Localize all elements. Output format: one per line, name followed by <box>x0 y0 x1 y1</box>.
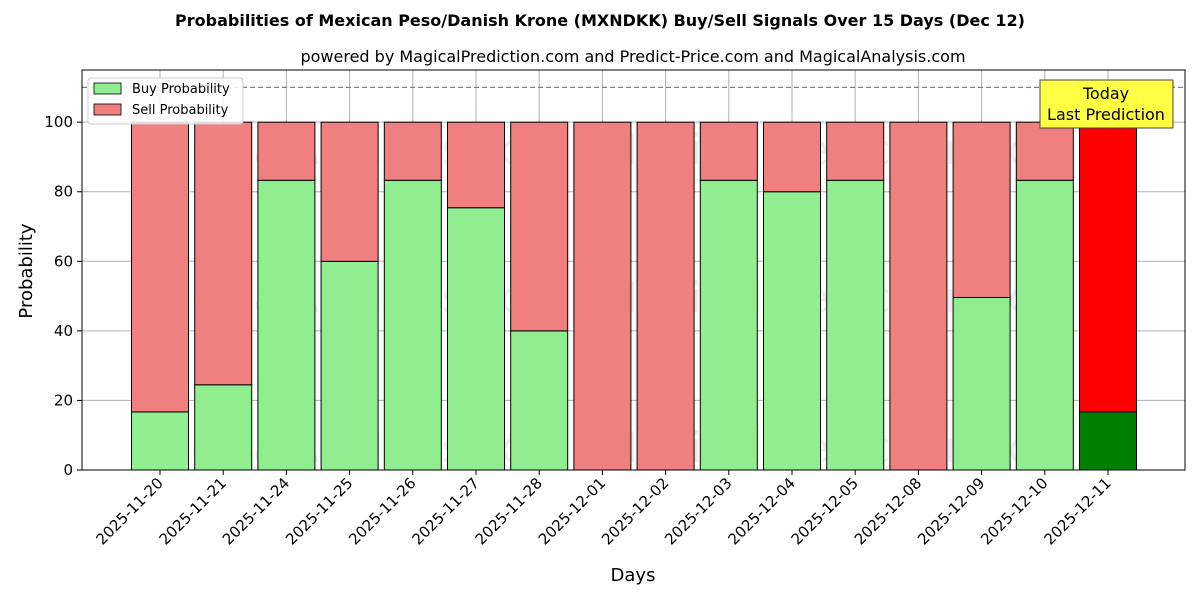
y-axis-ticks: 0 20 40 60 80 100 <box>44 113 82 479</box>
bar-buy <box>510 330 569 471</box>
bar-sell <box>510 121 569 332</box>
bar-sell <box>699 121 758 181</box>
legend-label-sell: Sell Probability <box>132 103 229 118</box>
x-tick-label: 2025-12-10 <box>977 474 1051 548</box>
legend-swatch-buy <box>93 82 122 95</box>
x-tick-label: 2025-12-09 <box>914 474 988 548</box>
plot-frame <box>81 69 1186 471</box>
x-tick-label: 2025-11-28 <box>472 474 546 548</box>
x-tick-label: 2025-11-25 <box>282 474 356 548</box>
x-tick-label: 2025-12-05 <box>788 474 862 548</box>
legend-swatch-sell <box>93 103 122 116</box>
bar-buy <box>447 207 505 471</box>
x-tick-label: 2025-11-20 <box>92 474 166 548</box>
bar-buy <box>1015 179 1074 471</box>
y-tick-label: 60 <box>54 252 73 270</box>
annotation-line-2: Last Prediction <box>1047 105 1165 124</box>
bar-sell <box>763 121 821 193</box>
x-tick-label: 2025-11-26 <box>345 474 419 548</box>
bar-buy <box>1079 411 1137 471</box>
bar-sell <box>952 121 1011 298</box>
bar-sell <box>826 121 885 181</box>
chart-title: Probabilities of Mexican Peso/Danish Kro… <box>175 11 1025 30</box>
bar-sell <box>1079 121 1137 413</box>
bar-buy <box>699 179 758 471</box>
bar-buy <box>763 191 821 471</box>
x-tick-label: 2025-11-24 <box>219 474 293 548</box>
y-tick-label: 40 <box>54 322 73 340</box>
bar-sell <box>889 121 948 471</box>
bar-sell <box>257 121 316 181</box>
bar-buy <box>826 179 885 471</box>
bar-buy <box>320 260 379 471</box>
y-tick-label: 100 <box>44 113 73 131</box>
annotation-box <box>1039 79 1174 129</box>
legend-label-buy: Buy Probability <box>132 82 230 97</box>
x-tick-label: 2025-12-01 <box>535 474 609 548</box>
bar-sell <box>131 121 189 413</box>
bar-sell <box>383 121 442 181</box>
legend: Buy Probability Sell Probability <box>87 77 244 125</box>
x-axis-label: Days <box>611 565 656 586</box>
bar-buy <box>383 179 442 471</box>
bar-buy <box>131 411 189 471</box>
x-tick-label: 2025-12-03 <box>661 474 735 548</box>
bar-buy <box>952 296 1011 471</box>
chart-subtitle: powered by MagicalPrediction.com and Pre… <box>300 47 965 66</box>
x-tick-label: 2025-12-11 <box>1040 474 1114 548</box>
bar-buy <box>194 384 253 471</box>
bar-sell <box>194 121 253 386</box>
x-tick-label: 2025-11-27 <box>408 474 482 548</box>
bar-sell <box>1015 121 1074 181</box>
bar-buy <box>257 179 316 471</box>
bar-sell <box>447 121 505 209</box>
x-tick-label: 2025-12-08 <box>851 474 925 548</box>
bar-sell <box>320 121 379 262</box>
x-tick-label: 2025-12-02 <box>598 474 672 548</box>
x-tick-label: 2025-11-21 <box>156 474 230 548</box>
y-axis-label: Probability <box>16 223 37 318</box>
x-axis-ticks: 2025-11-202025-11-212025-11-242025-11-25… <box>92 470 1115 548</box>
bar-sell <box>636 121 695 471</box>
bar-group <box>131 121 1137 471</box>
bar-sell <box>573 121 632 471</box>
annotation-line-1: Today <box>1082 84 1129 103</box>
today-annotation: Today Last Prediction <box>1039 79 1174 129</box>
y-tick-label: 80 <box>54 183 73 201</box>
y-tick-label: 20 <box>54 391 73 409</box>
legend-box <box>87 77 244 125</box>
y-tick-label: 0 <box>63 461 73 479</box>
x-tick-label: 2025-12-04 <box>724 474 798 548</box>
